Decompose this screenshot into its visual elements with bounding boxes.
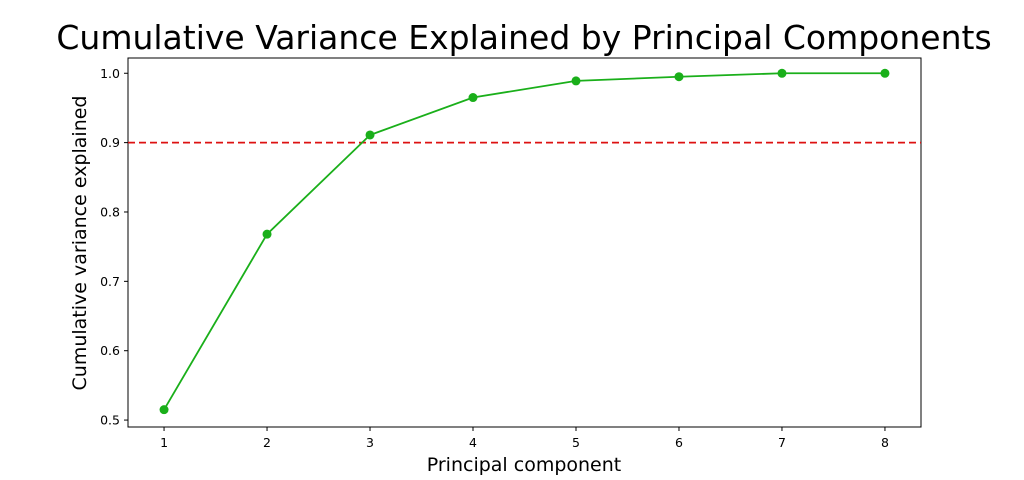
data-point [262,229,272,239]
data-point [777,68,787,78]
data-point [674,72,684,82]
x-tick-label: 4 [469,435,477,450]
data-point [468,93,478,103]
y-axis-label: Cumulative variance explained [69,96,91,391]
chart-title: Cumulative Variance Explained by Princip… [56,18,991,57]
data-point [365,130,375,140]
y-tick-label: 0.8 [100,204,120,219]
y-tick-label: 0.6 [100,343,120,358]
x-axis-label: Principal component [427,454,622,476]
y-tick-label: 1.0 [100,66,120,81]
data-point [159,405,169,415]
x-tick-label: 2 [263,435,271,450]
y-tick-label: 0.7 [100,274,120,289]
x-tick-label: 1 [160,435,168,450]
x-tick-label: 8 [881,435,889,450]
x-tick-label: 7 [778,435,786,450]
plot-frame [127,57,922,428]
x-tick-label: 3 [366,435,374,450]
x-tick-label: 6 [675,435,683,450]
y-tick-label: 0.9 [100,135,120,150]
plot-area: 1 2 3 4 5 6 7 8 0.5 0.6 0.7 0.8 0.9 1.0 [100,57,922,450]
series-line [163,72,885,411]
x-tick-label: 5 [572,435,580,450]
data-point [571,76,581,86]
y-tick-label: 0.5 [100,413,120,428]
data-point [880,68,890,78]
